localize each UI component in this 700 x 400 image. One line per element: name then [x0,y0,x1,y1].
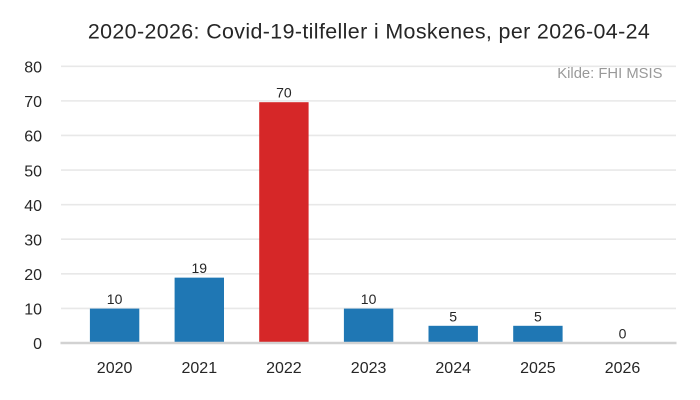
svg-text:2026: 2026 [605,360,641,377]
svg-text:50: 50 [24,163,42,180]
svg-text:2021: 2021 [182,360,218,377]
svg-text:19: 19 [192,260,208,276]
svg-text:2024: 2024 [435,360,471,377]
svg-text:30: 30 [24,232,42,249]
svg-text:40: 40 [24,198,42,215]
svg-text:5: 5 [449,308,457,324]
svg-text:70: 70 [24,94,42,111]
svg-text:70: 70 [276,85,292,101]
svg-text:2025: 2025 [520,360,556,377]
svg-text:20: 20 [24,267,42,284]
svg-text:2020: 2020 [97,360,133,377]
svg-text:10: 10 [361,291,377,307]
svg-text:0: 0 [619,326,627,342]
svg-text:60: 60 [24,129,42,146]
svg-text:10: 10 [24,302,42,319]
svg-text:Kilde: FHI MSIS: Kilde: FHI MSIS [557,66,662,82]
svg-text:0: 0 [33,336,42,353]
svg-text:2022: 2022 [266,360,302,377]
svg-text:10: 10 [107,291,123,307]
svg-text:2023: 2023 [351,360,387,377]
svg-text:5: 5 [534,308,542,324]
svg-text:80: 80 [24,59,42,76]
svg-text:2020-2026: Covid-19-tilfeller: 2020-2026: Covid-19-tilfeller i Moskenes… [88,20,650,44]
